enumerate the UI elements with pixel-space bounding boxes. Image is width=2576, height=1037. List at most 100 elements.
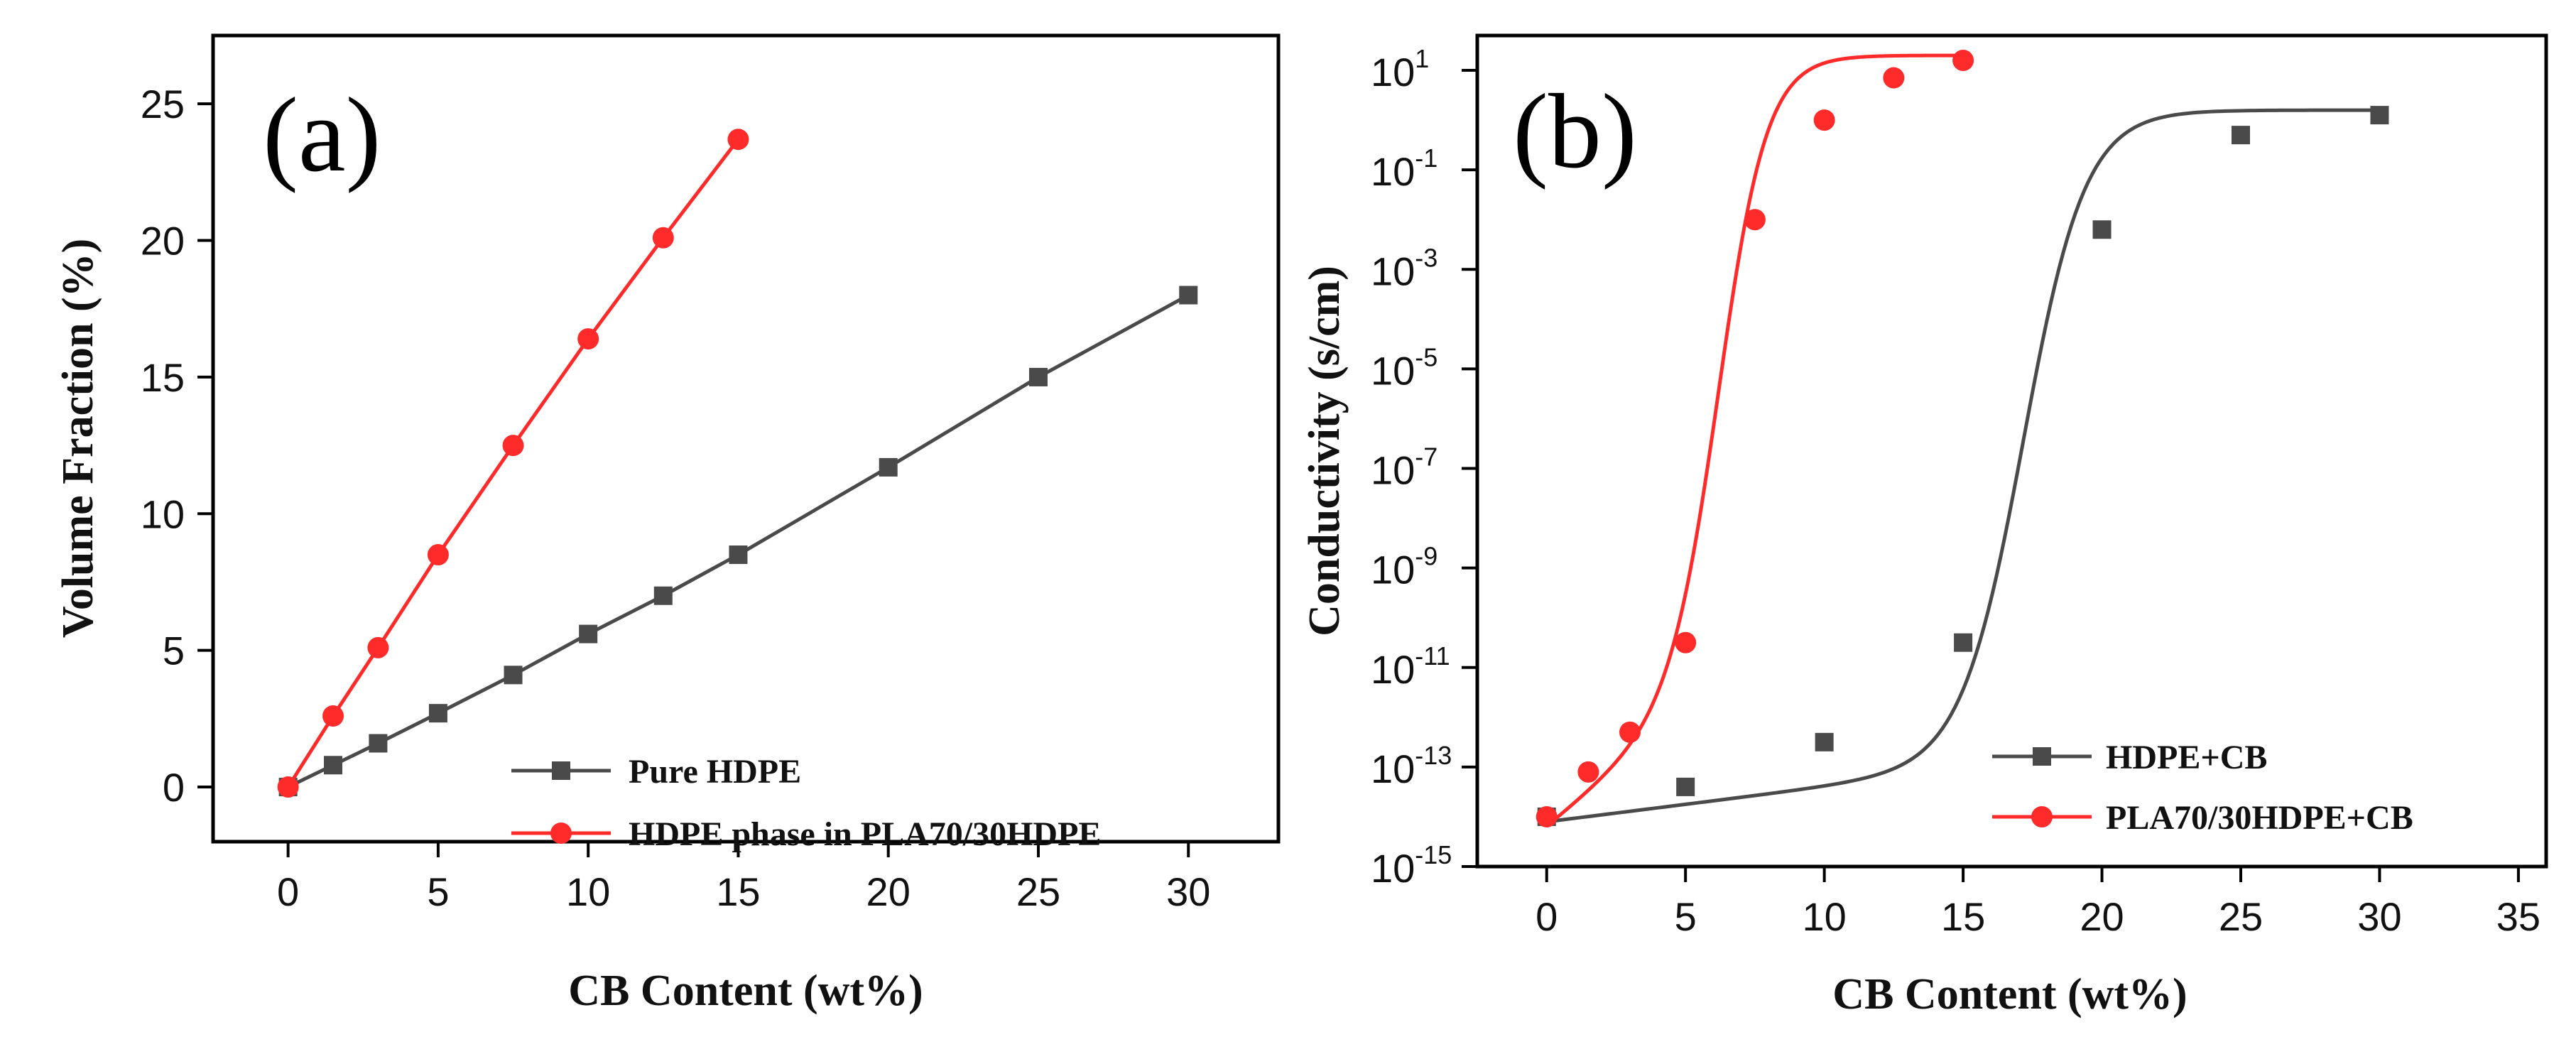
panel-b-y-tick-exponent: -7 [1415, 443, 1438, 472]
panel-a-x-tick-label: 30 [1166, 869, 1210, 914]
panel-b-series-1-point [1954, 633, 1973, 652]
panel-b-y-tick-exponent: -3 [1415, 243, 1438, 272]
panel-b-x-tick-label: 5 [1675, 894, 1697, 939]
panel-b-series-1-point [2232, 126, 2250, 145]
panel-a-x-tick-label: 25 [1016, 869, 1060, 914]
panel-b-y-tick-exponent: -13 [1415, 741, 1452, 770]
panel-b-series-2-point [1952, 50, 1974, 72]
panel-b-x-tick-label: 35 [2496, 894, 2540, 939]
panel-b-fit-curve-2 [1545, 53, 1964, 828]
panel-b-y-tick-exponent: -11 [1415, 641, 1450, 670]
panel-a-plot-frame [211, 33, 1281, 844]
panel-a-x-tick-label: 0 [277, 869, 299, 914]
panel-b-series-2-point [1577, 761, 1599, 783]
panel-b-y-axis-title: Conductivity (s/cm) [1300, 266, 1349, 636]
panel-b-y-tick-exponent: -5 [1415, 342, 1438, 371]
panel-a-series-2-point [577, 328, 599, 350]
panel-a-series-1-point [1179, 286, 1198, 305]
panel-a-series [277, 129, 1198, 798]
panel-a-legend-label: Pure HDPE [629, 753, 801, 791]
panel-a-label: (a) [263, 76, 381, 194]
panel-b-x-tick-label: 10 [1802, 894, 1846, 939]
panel-b-y-tick-label: 10-9 [1371, 542, 1438, 592]
panel-b-y-tick-label: 101 [1371, 44, 1429, 94]
panel-a-legend-marker [552, 761, 570, 780]
panel-a-x-axis-title: CB Content (wt%) [568, 967, 923, 1015]
panel-b-x-tick-label: 25 [2219, 894, 2263, 939]
panel-a-series-2-point [502, 435, 524, 457]
panel-b-series [1536, 50, 2389, 828]
panel-a-legend: Pure HDPE HDPE phase in PLA70/30HDPE [511, 753, 1101, 853]
panel-b-y-tick-exponent: -1 [1415, 143, 1438, 173]
panel-a-y-tick-label: 15 [141, 355, 185, 400]
panel-b-series-1-point [1676, 777, 1695, 796]
panel-a-series-1-point [369, 734, 388, 753]
panel-a-y-tick-label: 25 [141, 82, 185, 126]
panel-b-series-1-point [1815, 732, 1834, 751]
panel-a-series-1-point [653, 586, 673, 605]
panel-a-series-2-point [727, 129, 749, 151]
panel-b-y-tick-exponent: -9 [1415, 542, 1438, 571]
panel-b-y-tick-label: 10-3 [1371, 243, 1438, 293]
panel-a: (a) CB Content (wt%) Volume Fraction (%)… [54, 33, 1281, 1015]
panel-a-y-tick-label: 10 [141, 492, 185, 536]
panel-a-series-1-point [428, 704, 447, 723]
panel-a-ticks: 0 5 10 15 20 25 30 0 5 10 15 20 25 [141, 82, 1211, 914]
panel-a-y-tick-label: 20 [141, 219, 185, 264]
panel-a-series-2-point [277, 776, 299, 798]
panel-a-series-2-point [322, 705, 344, 727]
panel-b-plot-frame [1475, 33, 2548, 869]
panel-a-series-1-point [504, 666, 523, 685]
panel-b-legend-label: HDPE+CB [2106, 739, 2267, 776]
panel-b-x-tick-label: 15 [1941, 894, 1985, 939]
panel-b-series-1-point [2370, 106, 2389, 125]
panel-b-series-2-point [1536, 805, 1558, 827]
panel-b-legend-marker [2031, 806, 2053, 827]
panel-a-series-1-point [1028, 367, 1048, 386]
panel-a-y-axis-title: Volume Fraction (%) [54, 239, 102, 639]
panel-b-y-tick-label: 10-15 [1371, 840, 1452, 891]
panel-a-x-tick-label: 15 [716, 869, 760, 914]
panel-b-legend: HDPE+CB PLA70/30HDPE+CB [1992, 739, 2413, 837]
panel-a-legend-marker [550, 822, 572, 844]
panel-b-x-tick-label: 20 [2080, 894, 2124, 939]
panel-a-series-line-1 [287, 293, 1190, 789]
panel-a-x-tick-label: 20 [866, 869, 911, 914]
panel-b-series-2-point [1675, 631, 1697, 653]
panel-b-label: (b) [1513, 72, 1637, 190]
panel-b-series-1-point [2092, 220, 2112, 239]
panel-a-series-1-point [324, 756, 343, 775]
panel-a-series-2-point [427, 544, 449, 566]
panel-a-series-2-point [652, 227, 674, 249]
panel-b-series-2-point [1883, 67, 1905, 89]
panel-b-ticks: 0 5 10 15 20 25 30 35 101 10-1 10-3 10-5 10-7 10-9 10-… [1371, 44, 2540, 939]
panel-b-x-axis-title: CB Content (wt%) [1832, 970, 2187, 1019]
panel-b-series-2-point [1619, 721, 1641, 743]
panel-b-x-tick-label: 30 [2357, 894, 2401, 939]
panel-b-y-tick-label: 10-13 [1371, 741, 1452, 791]
panel-b-series-2-point [1744, 209, 1766, 231]
panel-b-y-tick-label: 10-7 [1371, 443, 1438, 493]
panel-a-series-2-point [367, 636, 389, 658]
panel-b-y-tick-exponent: 1 [1415, 44, 1429, 73]
panel-a-series-1-point [879, 457, 898, 477]
panel-b-x-tick-label: 0 [1536, 894, 1558, 939]
panel-a-legend-label: HDPE phase in PLA70/30HDPE [629, 815, 1101, 853]
panel-b-y-tick-exponent: -15 [1415, 840, 1452, 869]
panel-b: (b) CB Content (wt%) Conductivity (s/cm)… [1300, 33, 2548, 1019]
panel-b-fit-curve-1 [1546, 108, 2380, 824]
panel-a-series-1-point [579, 624, 598, 644]
panel-b-y-tick-label: 10-5 [1371, 342, 1438, 393]
panel-b-legend-label: PLA70/30HDPE+CB [2106, 799, 2413, 837]
panel-a-x-tick-label: 5 [427, 869, 449, 914]
panel-a-y-tick-label: 5 [163, 629, 185, 673]
panel-a-series-line-2 [286, 138, 740, 788]
panel-b-series-2-point [1813, 109, 1835, 131]
panel-a-x-tick-label: 10 [566, 869, 610, 914]
panel-a-series-1-point [729, 545, 748, 565]
panel-a-y-tick-label: 0 [163, 765, 185, 810]
panel-b-y-tick-label: 10-1 [1371, 143, 1438, 194]
panel-b-legend-marker [2033, 747, 2051, 766]
panel-b-y-tick-label: 10-11 [1371, 641, 1450, 692]
